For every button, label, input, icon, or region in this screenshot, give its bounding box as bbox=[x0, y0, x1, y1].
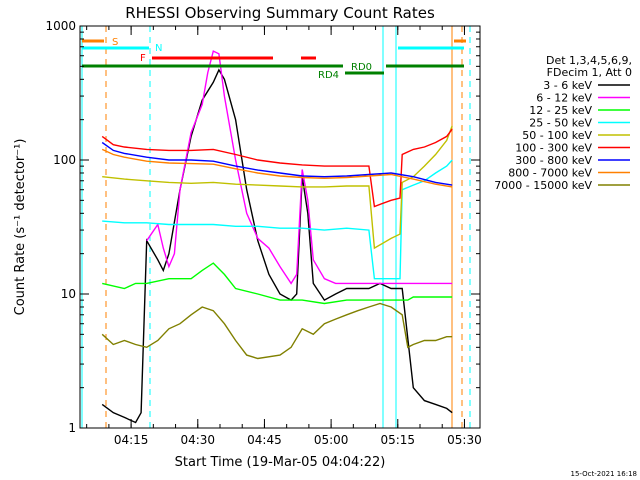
series-line-6 bbox=[101, 141, 453, 186]
legend-header-line-1: Det 1,3,4,5,6,9, bbox=[546, 54, 632, 67]
legend-entry-label-0: 3 - 6 keV bbox=[543, 79, 592, 92]
legend-entry-label-8: 7000 - 15000 keV bbox=[494, 179, 592, 192]
y-tick-label: 10 bbox=[61, 287, 76, 301]
chart-title: RHESSI Observing Summary Count Rates bbox=[125, 4, 435, 22]
x-tick-label: 05:15 bbox=[380, 433, 415, 447]
legend-entry-label-3: 25 - 50 keV bbox=[529, 117, 592, 130]
flag-label-s: S bbox=[112, 37, 118, 48]
y-tick-label: 1 bbox=[68, 421, 76, 435]
flag-label-rd4: RD4 bbox=[318, 70, 339, 81]
x-tick-label: 04:45 bbox=[247, 433, 282, 447]
legend-entry-label-5: 100 - 300 keV bbox=[515, 142, 592, 155]
series-line-2 bbox=[102, 262, 453, 305]
series-line-4 bbox=[102, 125, 453, 250]
x-tick-label: 04:15 bbox=[114, 433, 149, 447]
series-line-7 bbox=[101, 148, 453, 188]
y-axis-label: Count Rate (s⁻¹ detector⁻¹) bbox=[13, 139, 28, 316]
legend-entry-label-7: 800 - 7000 keV bbox=[508, 167, 592, 180]
series-line-3 bbox=[102, 159, 453, 280]
series-line-0 bbox=[101, 68, 453, 424]
series-line-1 bbox=[146, 50, 453, 285]
axes: 1 10 100 1000 04:15 04:30 04:45 05:00 05:15 05:30 bbox=[45, 19, 481, 447]
plot-area bbox=[81, 26, 471, 428]
observing-flags: S NF RD0 RD4 bbox=[82, 37, 466, 81]
x-tick-label: 04:30 bbox=[180, 433, 215, 447]
flag-label-f: F bbox=[140, 53, 146, 64]
legend-entry-label-6: 300 - 800 keV bbox=[515, 154, 592, 167]
legend-entry-label-1: 6 - 12 keV bbox=[536, 92, 592, 105]
footer-timestamp: 15-Oct-2021 16:18 bbox=[571, 470, 637, 478]
series-line-8 bbox=[101, 302, 453, 360]
plot-frame bbox=[79, 25, 481, 429]
flag-label-rd0: RD0 bbox=[351, 62, 372, 73]
legend-header-line-2: FDecim 1, Att 0 bbox=[547, 66, 632, 79]
legend-entry-label-2: 12 - 25 keV bbox=[529, 104, 592, 117]
y-tick-label: 1000 bbox=[45, 19, 76, 33]
x-tick-label: 05:30 bbox=[447, 433, 482, 447]
x-tick-label: 05:00 bbox=[314, 433, 349, 447]
y-tick-label: 100 bbox=[53, 153, 76, 167]
series-line-5 bbox=[101, 128, 453, 208]
x-axis-label: Start Time (19-Mar-05 04:04:22) bbox=[175, 455, 386, 470]
flag-label-n: N bbox=[155, 43, 162, 54]
legend-entry-label-4: 50 - 100 keV bbox=[522, 129, 592, 142]
